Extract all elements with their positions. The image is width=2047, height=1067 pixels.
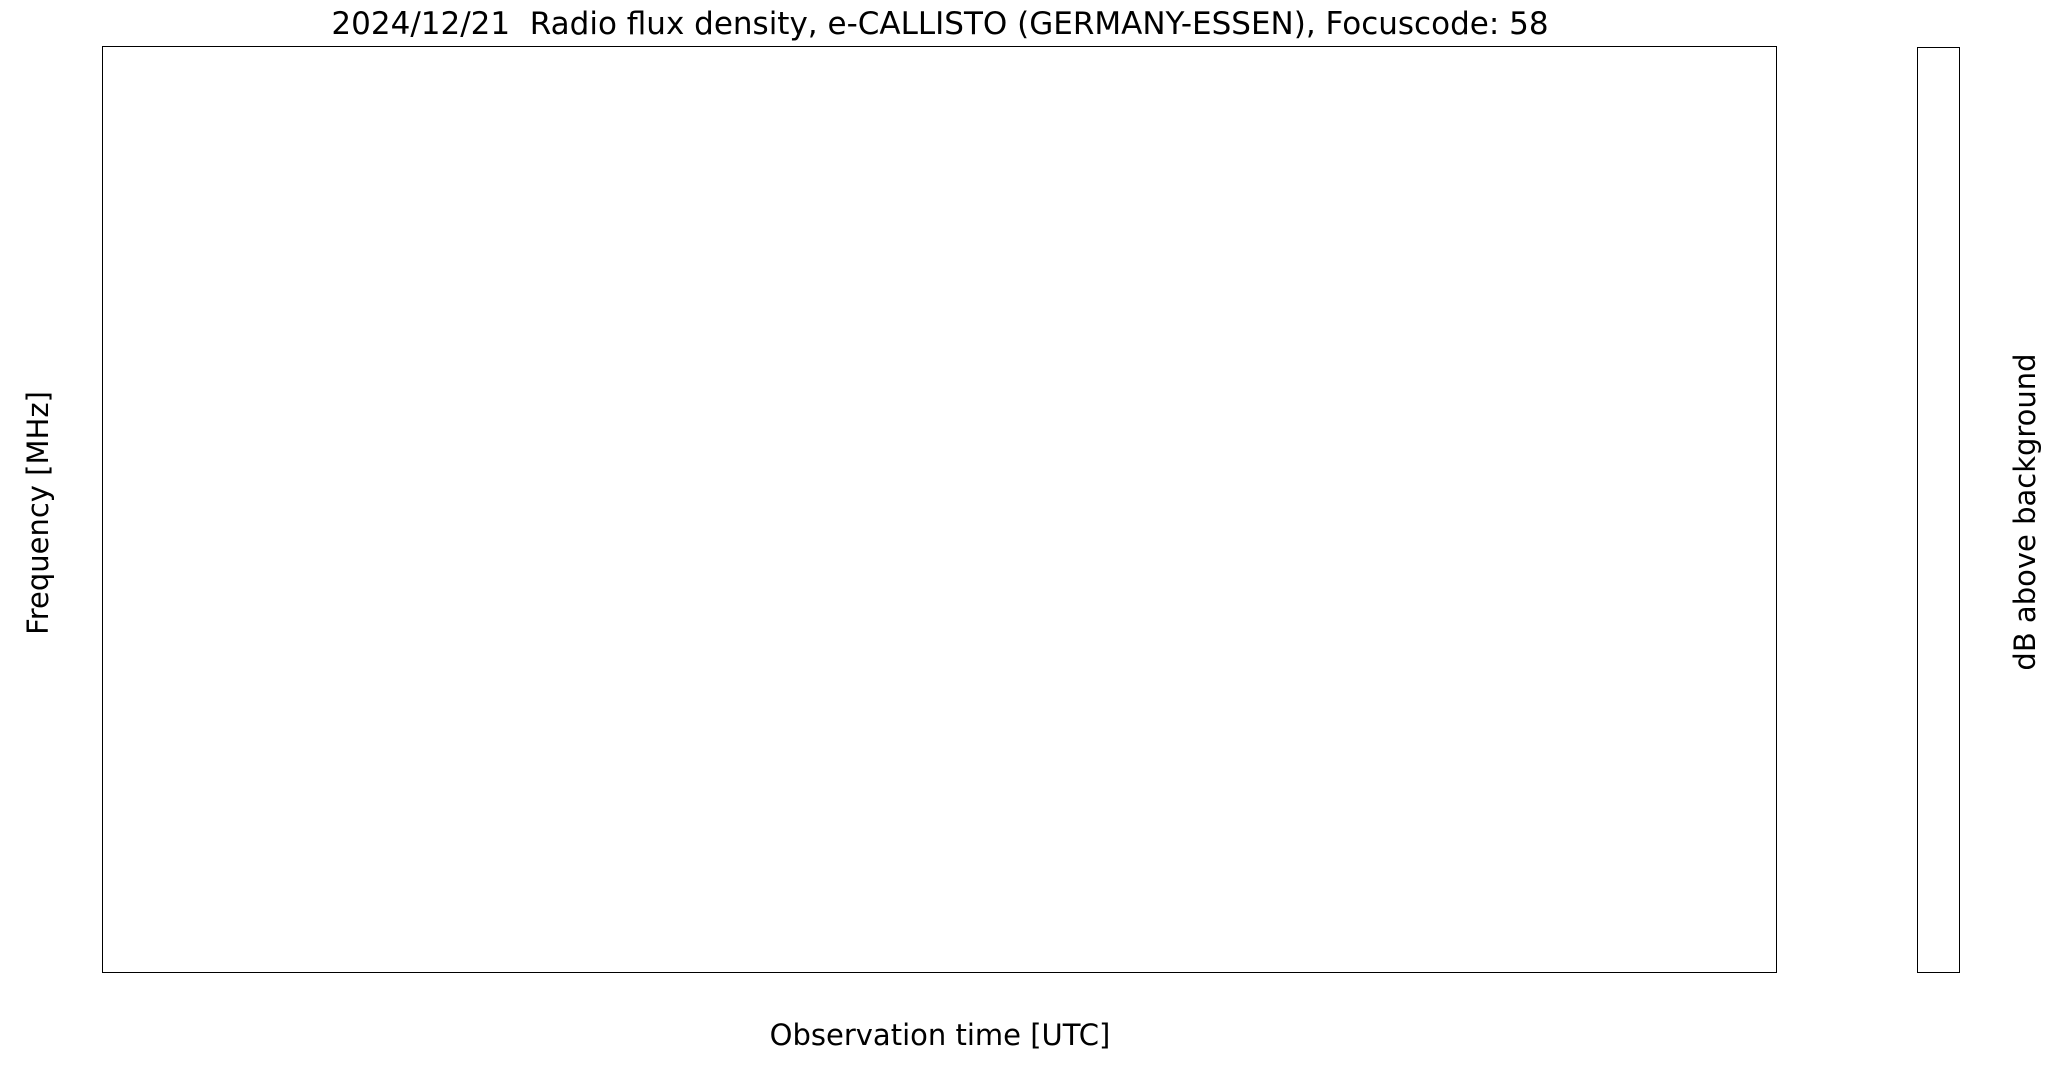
chart-title: 2024/12/21 Radio flux density, e-CALLIST… (331, 6, 1549, 42)
y-axis-label: Frequency [MHz] (21, 391, 55, 635)
x-axis-label: Observation time [UTC] (769, 1018, 1111, 1052)
colorbar-label: dB above background (2008, 353, 2042, 671)
colorbar (1917, 47, 1960, 973)
spectrogram-canvas (103, 47, 1777, 973)
